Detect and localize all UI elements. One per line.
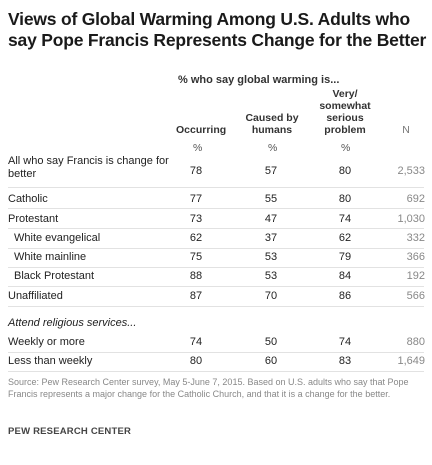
row-divider	[8, 187, 424, 188]
row-label: Protestant	[8, 213, 59, 225]
attend-services-heading: Attend religious services...	[8, 317, 137, 329]
cell-occurring: 62	[189, 232, 203, 244]
column-header-serious-problem: Very/ somewhat serious problem	[314, 88, 376, 136]
cell-n: 1,030	[397, 213, 425, 225]
cell-caused: 53	[264, 270, 278, 282]
cell-n: 332	[406, 232, 425, 244]
column-header-serious-line2: somewhat	[319, 100, 371, 112]
column-header-serious-line3: serious	[326, 112, 364, 124]
table-subheader: % who say global warming is...	[178, 74, 340, 86]
cell-occurring: 77	[189, 193, 203, 205]
table-row: Catholic 77 55 80 692	[0, 193, 432, 212]
column-header-n: N	[402, 124, 410, 136]
cell-caused: 37	[264, 232, 278, 244]
column-header-caused-line2: humans	[251, 124, 293, 136]
cell-serious: 86	[338, 290, 352, 302]
column-header-occurring: Occurring	[176, 124, 227, 136]
pct-symbol-serious: %	[341, 142, 351, 154]
row-divider	[8, 352, 424, 353]
row-label: Unaffiliated	[8, 290, 63, 302]
row-divider	[8, 248, 424, 249]
cell-occurring: 75	[189, 251, 203, 263]
cell-caused: 70	[264, 290, 278, 302]
cell-n: 692	[406, 193, 425, 205]
table-row: White evangelical 62 37 62 332	[0, 232, 432, 251]
row-label: Less than weekly	[8, 355, 93, 367]
cell-caused: 50	[264, 336, 278, 348]
cell-n: 192	[406, 270, 425, 282]
row-label: White evangelical	[14, 232, 101, 244]
cell-n: 2,533	[397, 165, 425, 177]
cell-occurring: 80	[189, 355, 203, 367]
cell-serious: 80	[338, 193, 352, 205]
row-divider	[8, 286, 424, 287]
cell-n: 1,649	[397, 355, 425, 367]
row-divider	[8, 306, 424, 307]
column-header-caused-line1: Caused by	[245, 112, 299, 124]
cell-serious: 80	[338, 165, 352, 177]
column-header-serious-line4: problem	[324, 124, 366, 136]
table-row: Protestant 73 47 74 1,030	[0, 213, 432, 232]
row-divider	[8, 208, 424, 209]
cell-caused: 53	[264, 251, 278, 263]
cell-occurring: 87	[189, 290, 203, 302]
row-label: Weekly or more	[8, 336, 85, 348]
cell-caused: 47	[264, 213, 278, 225]
page-title: Views of Global Warming Among U.S. Adult…	[8, 9, 427, 50]
row-divider	[8, 267, 424, 268]
table-row: Less than weekly 80 60 83 1,649	[0, 355, 432, 374]
column-header-caused-by-humans: Caused by humans	[244, 112, 300, 136]
cell-occurring: 88	[189, 270, 203, 282]
cell-occurring: 74	[189, 336, 203, 348]
cell-serious: 74	[338, 336, 352, 348]
cell-n: 366	[406, 251, 425, 263]
source-note: Source: Pew Research Center survey, May …	[8, 377, 409, 399]
cell-n: 566	[406, 290, 425, 302]
pct-symbol-caused: %	[268, 142, 278, 154]
cell-caused: 60	[264, 355, 278, 367]
cell-occurring: 78	[189, 165, 203, 177]
table-row: Black Protestant 88 53 84 192	[0, 270, 432, 289]
row-divider	[8, 228, 424, 229]
cell-n: 880	[406, 336, 425, 348]
cell-serious: 84	[338, 270, 352, 282]
cell-serious: 83	[338, 355, 352, 367]
table-row: Unaffiliated 87 70 86 566	[0, 290, 432, 309]
row-label: Black Protestant	[14, 270, 95, 282]
table-row: Weekly or more 74 50 74 880	[0, 336, 432, 355]
cell-serious: 62	[338, 232, 352, 244]
row-label: White mainline	[14, 251, 87, 263]
pct-symbol-occurring: %	[193, 142, 203, 154]
cell-occurring: 73	[189, 213, 203, 225]
cell-serious: 79	[338, 251, 352, 263]
cell-caused: 57	[264, 165, 278, 177]
row-label: Catholic	[8, 193, 48, 205]
brand-footer: PEW RESEARCH CENTER	[8, 426, 132, 437]
row-divider	[8, 371, 424, 372]
row-label-all: All who say Francis is change for better	[8, 155, 169, 180]
table-row: White mainline 75 53 79 366	[0, 251, 432, 270]
table-row: 78 57 80 2,533	[0, 165, 432, 184]
cell-caused: 55	[264, 193, 278, 205]
column-header-serious-line1: Very/	[332, 88, 358, 100]
cell-serious: 74	[338, 213, 352, 225]
